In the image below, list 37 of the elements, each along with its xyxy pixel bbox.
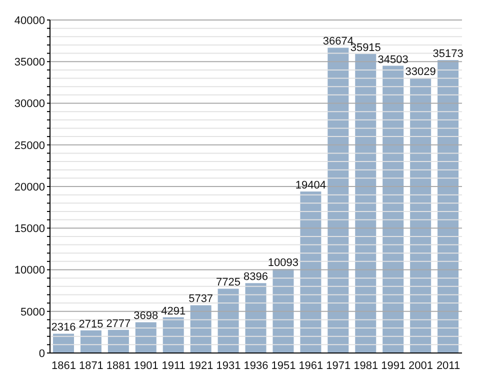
y-tick-label: 10000 <box>14 264 45 277</box>
x-tick-label: 1971 <box>326 360 351 372</box>
x-tick-label: 2011 <box>436 360 460 372</box>
y-tick-label: 30000 <box>14 98 45 110</box>
x-tick-label: 1951 <box>271 360 296 372</box>
data-label: 34503 <box>378 54 408 66</box>
data-label: 33029 <box>405 66 436 78</box>
data-label: 5737 <box>188 293 214 306</box>
x-tick-label: 1961 <box>298 360 324 372</box>
x-tick-label: 1871 <box>78 360 104 372</box>
data-label: 2715 <box>78 318 104 330</box>
y-tick-label: 40000 <box>14 14 45 27</box>
data-label: 3698 <box>134 310 158 322</box>
x-tick-label: 1931 <box>216 360 241 372</box>
y-tick-label: 35000 <box>14 56 45 69</box>
y-tick-label: 15000 <box>14 223 45 236</box>
x-tick-label: 1881 <box>106 360 131 372</box>
data-label: 4291 <box>161 305 186 318</box>
x-tick-label: 1936 <box>244 360 268 372</box>
data-label: 8396 <box>244 271 268 284</box>
x-tick-label: 1921 <box>188 360 214 372</box>
x-tick-label: 1901 <box>134 360 158 372</box>
data-label: 35173 <box>432 48 464 60</box>
data-label: 7725 <box>216 276 241 289</box>
x-tick-label: 1861 <box>51 360 76 372</box>
x-tick-label: 2001 <box>408 360 434 372</box>
x-tick-label: 1991 <box>381 360 406 372</box>
y-tick-label: 20000 <box>14 181 45 194</box>
y-tick-label: 0 <box>38 348 45 360</box>
x-tick-label: 1981 <box>354 360 378 372</box>
y-tick-label: 25000 <box>14 140 45 152</box>
data-label: 19404 <box>295 179 326 192</box>
data-label: 2777 <box>106 318 131 330</box>
x-tick-label: 1911 <box>162 360 186 372</box>
data-label: 10093 <box>268 256 299 269</box>
data-label: 2316 <box>51 322 76 334</box>
y-tick-label: 5000 <box>20 306 45 318</box>
